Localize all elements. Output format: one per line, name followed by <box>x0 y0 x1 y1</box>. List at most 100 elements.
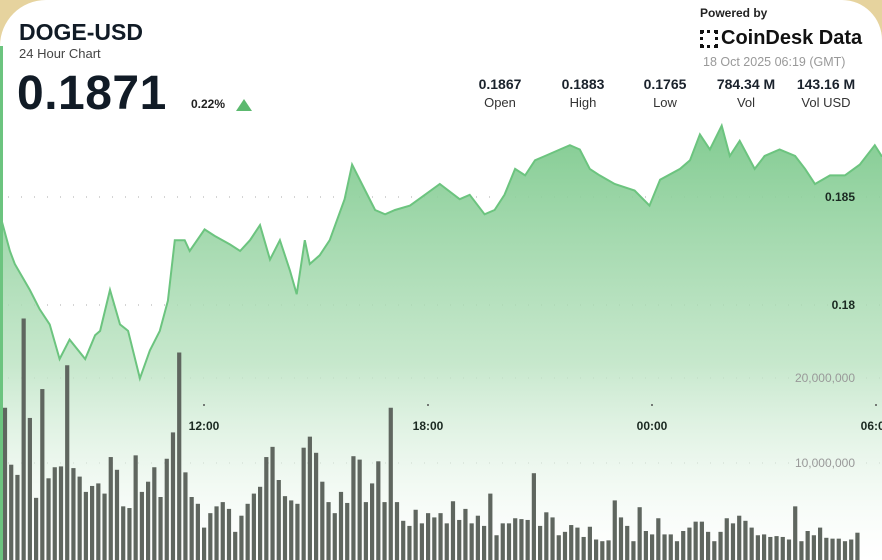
time-tick <box>203 404 205 406</box>
stat-label: Vol <box>706 95 786 110</box>
volume-bar <box>557 535 561 560</box>
volume-bar <box>563 532 567 560</box>
volume-bar <box>476 516 480 560</box>
volume-bar <box>855 533 859 560</box>
volume-bar <box>787 540 791 560</box>
volume-bar <box>264 457 268 560</box>
volume-bar <box>619 517 623 560</box>
volume-tick-label: 10,000,000 <box>795 456 855 470</box>
volume-bar <box>830 539 834 560</box>
volume-bar <box>544 512 548 560</box>
timestamp: 18 Oct 2025 06:19 (GMT) <box>703 55 845 69</box>
volume-bar <box>731 523 735 560</box>
volume-bar <box>451 501 455 560</box>
volume-bar <box>799 541 803 560</box>
brand-name: CoinDesk Data <box>721 27 862 50</box>
volume-bar <box>221 502 225 560</box>
volume-bar <box>202 528 206 560</box>
volume-bar <box>582 537 586 560</box>
volume-bar <box>594 540 598 560</box>
volume-bar <box>140 492 144 560</box>
current-price: 0.1871 <box>17 66 167 121</box>
stat-value: 784.34 M <box>706 76 786 92</box>
volume-bar <box>837 539 841 560</box>
volume-bar <box>59 466 63 560</box>
volume-bar <box>762 534 766 560</box>
stat-value: 0.1867 <box>460 76 540 92</box>
powered-by: Powered by <box>700 6 767 20</box>
volume-bar <box>84 492 88 560</box>
coindesk-logo-icon <box>700 30 718 48</box>
volume-bar <box>532 473 536 560</box>
volume-bar <box>65 365 69 560</box>
volume-bar <box>295 504 299 560</box>
volume-bar <box>743 521 747 560</box>
volume-bar <box>538 526 542 560</box>
volume-bar <box>382 502 386 560</box>
volume-bar <box>171 432 175 560</box>
volume-bar <box>718 532 722 560</box>
time-tick-label: 00:00 <box>637 419 668 433</box>
volume-bar <box>46 478 50 560</box>
stat-value: 0.1883 <box>543 76 623 92</box>
volume-bar <box>600 541 604 560</box>
symbol-title: DOGE-USD <box>19 19 143 46</box>
chart-subtitle: 24 Hour Chart <box>19 46 101 61</box>
volume-bar <box>190 497 194 560</box>
volume-bar <box>638 507 642 560</box>
volume-bar <box>339 492 343 560</box>
volume-bar <box>426 513 430 560</box>
volume-bar <box>239 516 243 560</box>
price-tick-label: 0.18 <box>832 298 856 312</box>
volume-bar <box>370 483 374 560</box>
volume-bar <box>134 455 138 560</box>
volume-bar <box>513 518 517 560</box>
volume-bar <box>644 531 648 560</box>
stat-open: 0.1867 Open <box>460 76 540 110</box>
volume-bar <box>613 500 617 560</box>
volume-bar <box>569 525 573 560</box>
volume-bar <box>470 523 474 560</box>
volume-bar <box>127 508 131 560</box>
volume-bar <box>214 506 218 560</box>
volume-bar <box>165 459 169 560</box>
volume-bar <box>818 528 822 560</box>
price-tick-label: 0.185 <box>825 190 855 204</box>
volume-bar <box>326 502 330 560</box>
volume-bar <box>395 502 399 560</box>
volume-bar <box>146 482 150 560</box>
time-tick-label: 06:00 <box>861 419 882 433</box>
volume-bar <box>463 509 467 560</box>
stat-label: Open <box>460 95 540 110</box>
volume-bar <box>656 518 660 560</box>
volume-bar <box>376 461 380 560</box>
volume-bar <box>109 457 113 560</box>
volume-bar <box>22 319 26 560</box>
volume-bar <box>669 534 673 560</box>
volume-bar <box>712 541 716 560</box>
time-tick <box>427 404 429 406</box>
volume-bar <box>694 522 698 560</box>
volume-bar <box>314 453 318 560</box>
volume-bar <box>575 528 579 560</box>
up-arrow-icon <box>236 99 252 111</box>
time-tick-label: 12:00 <box>189 419 220 433</box>
volume-bar <box>401 521 405 560</box>
volume-bar <box>494 535 498 560</box>
volume-bar <box>302 448 306 560</box>
price-area <box>0 126 882 560</box>
volume-bar <box>333 513 337 560</box>
volume-bar <box>364 502 368 560</box>
volume-bar <box>588 527 592 560</box>
volume-bar <box>650 534 654 560</box>
volume-bar <box>438 513 442 560</box>
volume-bar <box>28 418 32 560</box>
volume-bar <box>121 506 125 560</box>
volume-bar <box>824 538 828 560</box>
volume-bar <box>53 467 57 560</box>
coindesk-logo: CoinDesk Data <box>700 27 862 50</box>
volume-bar <box>208 513 212 560</box>
volume-bar <box>725 518 729 560</box>
